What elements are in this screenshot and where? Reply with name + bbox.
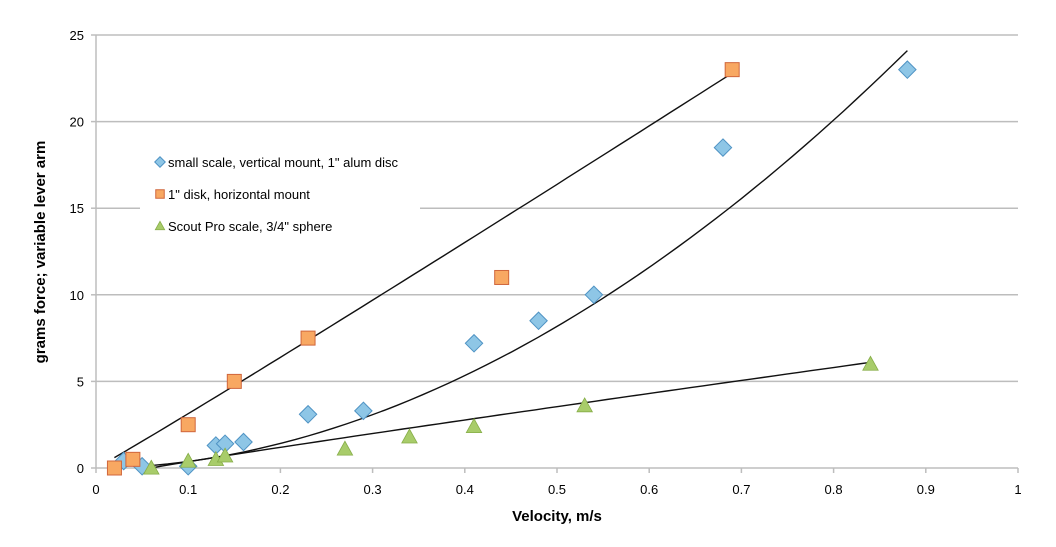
x-tick-label: 0.9 — [917, 482, 935, 497]
data-point-series-3 — [336, 440, 354, 456]
legend-marker-square-icon — [155, 189, 165, 199]
y-tick-label: 20 — [70, 115, 84, 130]
data-point-series-3 — [401, 428, 418, 444]
data-point-series-2 — [180, 417, 196, 433]
data-point-series-2 — [106, 460, 122, 476]
data-point-series-2 — [724, 62, 740, 78]
data-points — [106, 60, 917, 476]
x-tick-label: 0.5 — [548, 482, 566, 497]
x-tick-label: 0 — [92, 482, 99, 497]
trendline-series-3 — [151, 361, 871, 469]
legend-label: Scout Pro scale, 3/4" sphere — [168, 219, 332, 234]
y-axis-title: grams force; variable lever arm — [32, 141, 49, 364]
x-tick-label: 0.7 — [732, 482, 750, 497]
y-tick-label: 5 — [77, 374, 84, 389]
data-point-series-3 — [465, 417, 483, 433]
data-point-series-3 — [179, 452, 197, 468]
data-point-series-2 — [226, 373, 242, 389]
y-tick-labels: 0 5 10 15 20 25 — [70, 28, 84, 476]
legend-marker-diamond-icon — [154, 156, 166, 168]
legend-label: 1" disk, horizontal mount — [168, 187, 310, 202]
trendline-series-1 — [142, 50, 908, 467]
data-point-series-3 — [142, 459, 160, 475]
x-tick-label: 0.1 — [179, 482, 197, 497]
legend: small scale, vertical mount, 1" alum dis… — [140, 140, 420, 240]
y-tick-label: 15 — [70, 201, 84, 216]
x-tick-label: 0.8 — [825, 482, 843, 497]
trendline-series-2 — [114, 72, 733, 459]
legend-background — [140, 140, 420, 240]
data-point-series-3 — [576, 397, 594, 413]
data-point-series-1 — [298, 404, 318, 424]
x-tick-label: 0.3 — [364, 482, 382, 497]
x-tick-label: 0.4 — [456, 482, 474, 497]
y-tick-label: 0 — [77, 461, 84, 476]
y-tick-label: 25 — [70, 28, 84, 43]
data-point-series-1 — [897, 60, 917, 80]
data-point-series-2 — [494, 269, 510, 285]
trendlines — [114, 50, 908, 469]
x-axis-title: Velocity, m/s — [512, 508, 602, 525]
data-point-series-1 — [584, 285, 604, 305]
data-point-series-2 — [300, 330, 316, 346]
data-point-series-3 — [216, 447, 234, 463]
x-tick-label: 0.2 — [271, 482, 289, 497]
data-point-series-1 — [464, 333, 484, 353]
x-tick-label: 0.6 — [640, 482, 658, 497]
axes — [91, 34, 1019, 473]
x-tick-labels: 0 0.1 0.2 0.3 0.4 0.5 0.6 0.7 0.8 0.9 1 — [92, 482, 1021, 497]
legend-label: small scale, vertical mount, 1" alum dis… — [168, 155, 399, 170]
data-point-series-2 — [125, 451, 141, 467]
x-tick-label: 1 — [1014, 482, 1021, 497]
legend-marker-triangle-icon — [154, 220, 166, 231]
y-tick-label: 10 — [70, 288, 84, 303]
data-point-series-1 — [353, 401, 373, 421]
data-point-series-3 — [862, 355, 879, 371]
data-point-series-1 — [529, 311, 548, 331]
data-point-series-1 — [713, 138, 733, 157]
data-point-series-1 — [234, 432, 253, 452]
